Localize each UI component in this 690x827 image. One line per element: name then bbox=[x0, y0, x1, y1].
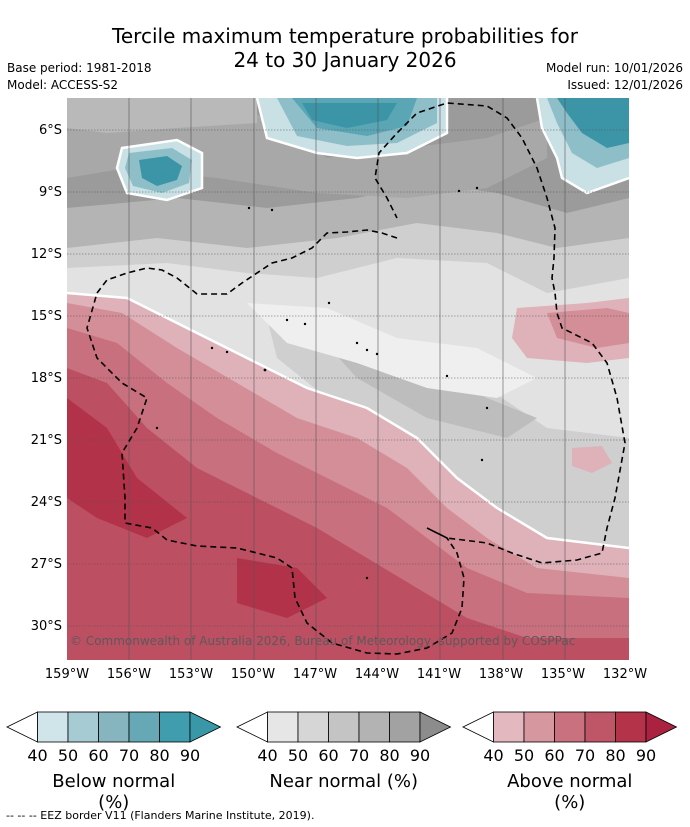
model-name: Model: ACCESS-S2 bbox=[7, 78, 119, 92]
lat-label-9s: 9°S bbox=[38, 185, 62, 200]
lon-label-147w: 147°W bbox=[292, 667, 338, 682]
colorbar-1-tick-60: 60 bbox=[318, 746, 339, 765]
colorbar-1-tick-50: 50 bbox=[287, 746, 309, 765]
colorbar-1-label: Near normal (%) bbox=[269, 771, 419, 792]
colorbar-2-tick-80: 80 bbox=[605, 746, 626, 765]
colorbar-2-cell-2 bbox=[554, 711, 586, 743]
graticule bbox=[67, 129, 629, 627]
colorbar-0-max-arrow bbox=[189, 711, 222, 743]
colorbar-2-cell-1 bbox=[523, 711, 555, 743]
colorbar-1-min-arrow bbox=[236, 711, 268, 743]
colorbar-2-max-arrow bbox=[645, 711, 678, 743]
colorbar-0-tick-50: 50 bbox=[57, 746, 79, 765]
lon-label-141w: 141°W bbox=[416, 667, 462, 682]
lat-label-12s: 12°S bbox=[30, 247, 62, 262]
colorbar-2-cell-3 bbox=[584, 711, 616, 743]
issued-date: Issued: 12/01/2026 bbox=[567, 78, 683, 92]
colorbar-2-label: Above normal (%) bbox=[507, 771, 633, 813]
map-copyright: © Commonwealth of Australia 2026, Bureau… bbox=[70, 634, 575, 648]
colorbar-2-tick-60: 60 bbox=[544, 746, 565, 765]
lon-label-153w: 153°W bbox=[168, 667, 214, 682]
lon-label-132w: 132°W bbox=[602, 667, 648, 682]
colorbar-0-tick-90: 90 bbox=[179, 746, 201, 765]
colorbar-0-cell-3 bbox=[128, 711, 160, 743]
colorbar-1-tick-80: 80 bbox=[379, 746, 400, 765]
lon-label-159w: 159°W bbox=[44, 667, 90, 682]
colorbar-2-tick-70: 70 bbox=[574, 746, 596, 765]
colorbar-1-cell-0 bbox=[267, 711, 299, 743]
colorbar-1-tick-90: 90 bbox=[409, 746, 431, 765]
eez-borders bbox=[86, 102, 626, 655]
colorbar-1-cell-1 bbox=[297, 711, 329, 743]
colorbar-0-tick-80: 80 bbox=[149, 746, 170, 765]
graticule-lon bbox=[128, 98, 566, 660]
map-title-line1: Tercile maximum temperature probabilitie… bbox=[112, 24, 578, 48]
colorbar-1-cell-2 bbox=[328, 711, 360, 743]
colorbar-1-max-arrow bbox=[419, 711, 452, 743]
lon-label-156w: 156°W bbox=[106, 667, 152, 682]
colorbar-0-cell-2 bbox=[98, 711, 130, 743]
colorbar-2-cell-0 bbox=[493, 711, 525, 743]
colorbar-1-tick-70: 70 bbox=[348, 746, 370, 765]
colorbar-0-min-arrow bbox=[6, 711, 38, 743]
colorbar-0-cell-1 bbox=[67, 711, 99, 743]
near-normal-region bbox=[67, 98, 629, 578]
colorbar-1-cell-4 bbox=[389, 711, 421, 743]
probability-boundaries bbox=[67, 98, 629, 550]
lat-label-21s: 21°S bbox=[30, 433, 62, 448]
base-period: Base period: 1981-2018 bbox=[7, 61, 152, 75]
colorbar-0-label: Below normal (%) bbox=[52, 771, 176, 813]
lat-label-15s: 15°S bbox=[30, 309, 62, 324]
colorbar-0-cell-4 bbox=[159, 711, 191, 743]
lat-label-30s: 30°S bbox=[30, 619, 62, 634]
model-run: Model run: 10/01/2026 bbox=[545, 61, 683, 75]
colorbar-0-tick-40: 40 bbox=[27, 746, 48, 765]
lon-label-150w: 150°W bbox=[230, 667, 276, 682]
map-title-line2: 24 to 30 January 2026 bbox=[233, 48, 457, 72]
lat-label-27s: 27°S bbox=[30, 557, 62, 572]
colorbar-0-tick-70: 70 bbox=[118, 746, 140, 765]
colorbar-2-tick-50: 50 bbox=[513, 746, 535, 765]
colorbar-2-min-arrow bbox=[462, 711, 494, 743]
colorbar-2-cell-4 bbox=[615, 711, 647, 743]
above-normal-region bbox=[67, 293, 629, 660]
colorbar-1-cell-3 bbox=[358, 711, 390, 743]
colorbars bbox=[6, 711, 678, 743]
probability-map: © Commonwealth of Australia 2026, Bureau… bbox=[67, 98, 629, 660]
lat-label-24s: 24°S bbox=[30, 495, 62, 510]
colorbar-1-tick-40: 40 bbox=[257, 746, 278, 765]
colorbar-2-tick-40: 40 bbox=[483, 746, 504, 765]
colorbar-0-cell-0 bbox=[37, 711, 69, 743]
lon-label-138w: 138°W bbox=[478, 667, 524, 682]
lat-label-6s: 6°S bbox=[38, 123, 62, 138]
islands bbox=[155, 186, 489, 580]
eez-footnote: -- -- -- EEZ border V11 (Flanders Marine… bbox=[6, 809, 315, 822]
colorbar-0-tick-60: 60 bbox=[88, 746, 109, 765]
colorbar-2-tick-90: 90 bbox=[635, 746, 657, 765]
lon-label-144w: 144°W bbox=[354, 667, 400, 682]
lat-label-18s: 18°S bbox=[30, 371, 62, 386]
lon-label-135w: 135°W bbox=[540, 667, 586, 682]
